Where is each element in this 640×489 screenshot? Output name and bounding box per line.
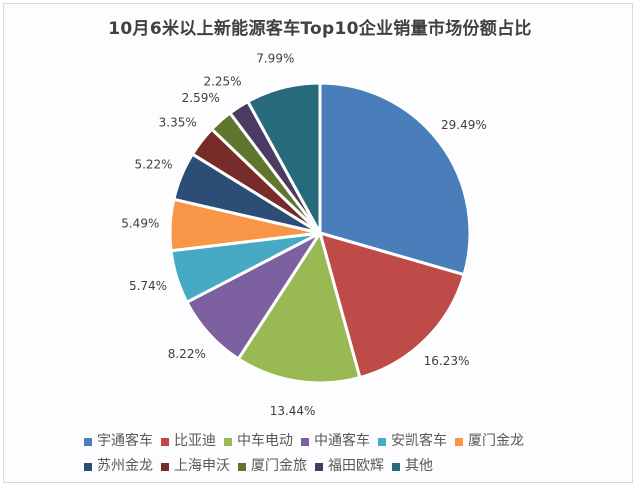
- legend-label: 上海申沃: [174, 458, 230, 474]
- slice-label: 8.22%: [168, 347, 206, 361]
- pie-slices: [168, 81, 472, 385]
- legend-item[interactable]: 福田欧辉: [315, 454, 384, 479]
- legend-swatch-icon: [161, 462, 169, 471]
- legend-label: 厦门金龙: [468, 433, 524, 449]
- chart-legend: 宇通客车 比亚迪 中车电动 中通客车 安凯客车 厦门金龙 苏州金龙 上海申沃 厦门金旅 福田欧辉…: [84, 429, 604, 479]
- legend-row: 宇通客车 比亚迪 中车电动 中通客车 安凯客车 厦门金龙: [84, 429, 604, 454]
- legend-swatch-icon: [224, 437, 232, 446]
- legend-swatch-icon: [161, 437, 169, 446]
- legend-label: 苏州金龙: [97, 458, 153, 474]
- legend-item[interactable]: 比亚迪: [161, 429, 216, 454]
- legend-label: 中通客车: [314, 433, 370, 449]
- legend-item[interactable]: 厦门金旅: [238, 454, 307, 479]
- slice-label: 2.59%: [182, 91, 220, 105]
- slice-label: 7.99%: [256, 52, 294, 66]
- slice-label: 5.22%: [134, 158, 172, 172]
- legend-item[interactable]: 中通客车: [301, 429, 370, 454]
- legend-swatch-icon: [301, 437, 309, 446]
- legend-item[interactable]: 中车电动: [224, 429, 293, 454]
- pie-slice-比亚迪: [318, 231, 466, 380]
- legend-swatch-icon: [378, 437, 386, 446]
- legend-swatch-icon: [84, 437, 92, 446]
- legend-label: 其他: [405, 458, 433, 474]
- legend-item[interactable]: 宇通客车: [84, 429, 153, 454]
- legend-swatch-icon: [84, 462, 92, 471]
- legend-label: 中车电动: [237, 433, 293, 449]
- legend-label: 福田欧辉: [328, 458, 384, 474]
- legend-label: 安凯客车: [391, 433, 447, 449]
- chart-title: 10月6米以上新能源客车Top10企业销量市场份额占比: [108, 19, 532, 39]
- pie-slice-其他: [246, 81, 322, 235]
- slice-label: 29.49%: [441, 118, 487, 132]
- slice-label: 2.25%: [203, 75, 241, 89]
- pie-slice-宇通客车: [318, 81, 472, 277]
- legend-item[interactable]: 厦门金龙: [455, 429, 524, 454]
- legend-swatch-icon: [315, 462, 323, 471]
- legend-item[interactable]: 其他: [392, 454, 433, 479]
- legend-swatch-icon: [238, 462, 246, 471]
- legend-item[interactable]: 安凯客车: [378, 429, 447, 454]
- pie-slice-中车电动: [236, 231, 362, 385]
- slice-label: 5.49%: [121, 216, 159, 230]
- slice-label: 5.74%: [129, 279, 167, 293]
- slice-labels: 29.49% 16.23% 13.44% 8.22% 5.74% 5.49% 5.22% 3.…: [121, 52, 487, 418]
- legend-row: 苏州金龙 上海申沃 厦门金旅 福田欧辉 其他: [84, 454, 604, 479]
- legend-item[interactable]: 上海申沃: [161, 454, 230, 479]
- legend-swatch-icon: [455, 437, 463, 446]
- slice-label: 13.44%: [270, 404, 316, 418]
- legend-label: 宇通客车: [97, 433, 153, 449]
- slice-label: 3.35%: [159, 116, 197, 130]
- legend-item[interactable]: 苏州金龙: [84, 454, 153, 479]
- legend-swatch-icon: [392, 462, 400, 471]
- legend-label: 厦门金旅: [251, 458, 307, 474]
- slice-label: 16.23%: [424, 354, 470, 368]
- legend-label: 比亚迪: [174, 433, 216, 449]
